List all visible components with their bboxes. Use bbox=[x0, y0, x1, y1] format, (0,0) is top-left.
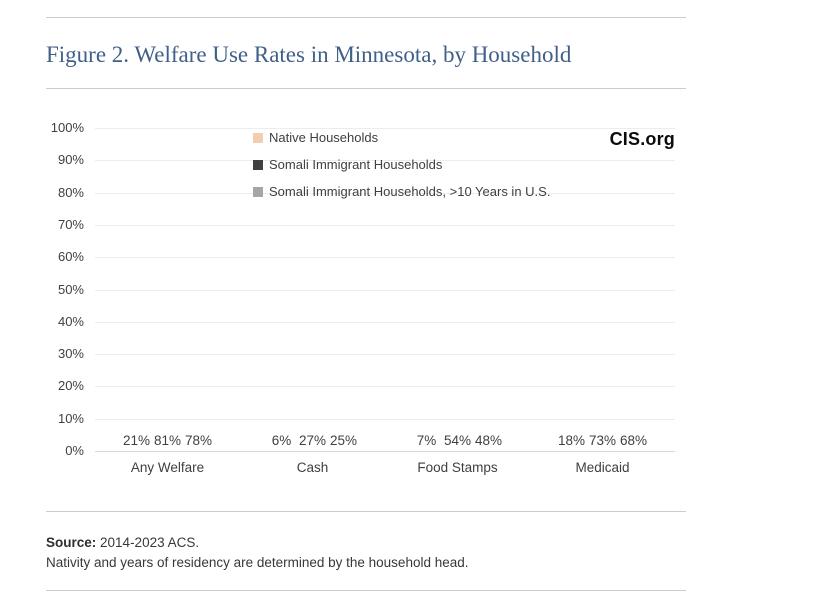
chart-divider bbox=[46, 511, 686, 512]
legend-label: Native Households bbox=[269, 130, 379, 145]
bar-value-label: 27% bbox=[298, 433, 327, 448]
bar-value-label: 78% bbox=[184, 433, 213, 448]
y-tick-label: 80% bbox=[57, 184, 84, 200]
x-axis-labels: Any Welfare Cash Food Stamps Medicaid bbox=[95, 460, 675, 475]
bar-value-label: 73% bbox=[588, 433, 617, 448]
gridline bbox=[95, 289, 675, 291]
source-line: Source: 2014-2023 ACS. bbox=[46, 533, 469, 553]
y-tick-label: 100% bbox=[50, 120, 84, 135]
bar-value-label: 21% bbox=[122, 433, 151, 448]
gridline bbox=[95, 257, 675, 259]
legend-swatch-icon bbox=[253, 132, 263, 143]
bottom-divider bbox=[46, 590, 686, 591]
source-label: Source: bbox=[46, 535, 97, 550]
gridline bbox=[95, 418, 675, 420]
gridline bbox=[95, 224, 675, 226]
y-tick-label: 90% bbox=[57, 152, 84, 168]
legend-item: Somali Immigrant Households, >10 Years i… bbox=[253, 178, 550, 205]
bar-value-label: 6% bbox=[271, 433, 292, 448]
x-category-label: Medicaid bbox=[575, 460, 630, 475]
y-tick-label: 30% bbox=[57, 346, 84, 362]
bar-value-label: 48% bbox=[474, 433, 503, 448]
legend-label: Somali Immigrant Households, >10 Years i… bbox=[269, 184, 551, 199]
y-tick-label: 40% bbox=[57, 313, 84, 329]
y-tick-label: 70% bbox=[57, 216, 84, 232]
y-tick-label: 0% bbox=[65, 443, 84, 458]
bar-value-label: 68% bbox=[619, 433, 648, 448]
legend-item: Somali Immigrant Households bbox=[253, 151, 550, 178]
y-tick-label: 10% bbox=[57, 410, 84, 426]
bar-value-label: 25% bbox=[329, 433, 358, 448]
legend-label: Somali Immigrant Households bbox=[269, 157, 443, 172]
y-tick-label: 20% bbox=[57, 378, 84, 394]
gridline bbox=[95, 160, 675, 162]
gridline bbox=[95, 192, 675, 194]
legend-swatch-icon bbox=[253, 186, 263, 197]
bar-value-label: 81% bbox=[153, 433, 182, 448]
note-text: Nativity and years of residency are dete… bbox=[46, 555, 469, 570]
bar-value-label: 7% bbox=[416, 433, 437, 448]
gridline bbox=[95, 321, 675, 323]
plot-area: 21% 81% 78% 6% 27% 25% 7% 54% 48% 18% 73% 68% bbox=[95, 128, 675, 451]
title-divider bbox=[46, 88, 686, 89]
gridline bbox=[95, 386, 675, 388]
chart-legend: Native Households Somali Immigrant Househ… bbox=[253, 124, 550, 205]
legend-swatch-icon bbox=[253, 159, 263, 170]
cis-org-logo: CIS.org bbox=[609, 129, 675, 149]
gridline bbox=[95, 354, 675, 356]
legend-item: Native Households bbox=[253, 124, 550, 151]
x-axis-line bbox=[95, 451, 675, 452]
bar-value-label: 54% bbox=[443, 433, 472, 448]
figure-title: Figure 2. Welfare Use Rates in Minnesota… bbox=[46, 42, 572, 67]
y-tick-label: 50% bbox=[57, 281, 84, 297]
x-category-label: Any Welfare bbox=[130, 460, 205, 475]
y-tick-label: 60% bbox=[57, 249, 84, 265]
x-category-label: Cash bbox=[296, 460, 329, 475]
source-note: Source: 2014-2023 ACS. Nativity and year… bbox=[46, 533, 469, 573]
gridline bbox=[95, 128, 675, 129]
x-category-label: Food Stamps bbox=[417, 460, 498, 475]
top-divider bbox=[46, 17, 686, 18]
bar-value-label: 18% bbox=[557, 433, 586, 448]
source-text: 2014-2023 ACS. bbox=[100, 535, 200, 550]
